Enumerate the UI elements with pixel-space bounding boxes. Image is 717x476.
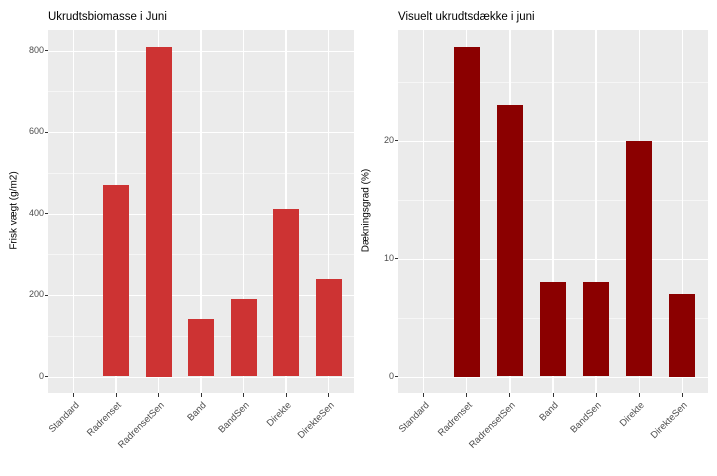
y-tick-label: 10 — [383, 252, 394, 263]
y-tick-mark — [44, 50, 48, 52]
gridline-vertical — [242, 30, 245, 393]
bar-RadrensetSen — [496, 105, 523, 377]
y-tick-label: 800 — [28, 44, 44, 55]
x-tick-mark — [243, 393, 244, 397]
bar-Direkte — [626, 140, 653, 377]
bar-BandSen — [583, 282, 610, 377]
gridline-vertical — [552, 30, 554, 393]
gridline-vertical — [423, 30, 425, 393]
plot-panel-biomass — [48, 30, 354, 393]
x-tick-mark — [595, 393, 597, 397]
y-tick-label: 20 — [383, 134, 394, 145]
x-tick-mark — [200, 393, 202, 397]
x-tick-label: Standard — [46, 400, 82, 436]
bar-BandSen — [230, 299, 257, 377]
bar-Band — [188, 319, 214, 377]
y-tick-mark — [44, 376, 48, 377]
gridline-vertical — [681, 30, 683, 393]
y-tick-mark — [394, 258, 398, 260]
x-tick-mark — [73, 393, 74, 397]
x-tick-mark — [328, 393, 329, 397]
y-tick-label: 600 — [28, 126, 44, 137]
chart-title-biomass: Ukrudtsbiomasse i Juni — [48, 11, 167, 23]
y-tick-label: 0 — [388, 370, 394, 381]
gridline-vertical — [327, 30, 330, 393]
x-tick-mark — [466, 393, 468, 397]
y-tick-mark — [394, 376, 398, 377]
x-tick-mark — [509, 393, 511, 397]
y-tick-mark — [44, 294, 48, 296]
x-tick-mark — [423, 393, 425, 397]
bar-RadrensetSen — [145, 46, 172, 377]
y-tick-label: 200 — [28, 289, 44, 300]
gridline-vertical — [200, 30, 202, 393]
plot-panel-cover — [398, 30, 708, 393]
bar-Band — [540, 282, 566, 377]
y-tick-mark — [44, 131, 48, 133]
x-tick-mark — [285, 393, 287, 397]
y-tick-label: 400 — [28, 207, 44, 218]
bar-DirekteSen — [669, 294, 696, 377]
x-tick-mark — [638, 393, 640, 397]
x-tick-mark — [115, 393, 117, 397]
gridline-vertical — [72, 30, 75, 393]
bar-Radrenset — [453, 46, 480, 377]
x-tick-mark — [158, 393, 159, 397]
gridline-vertical — [595, 30, 597, 393]
chart-title-cover: Visuelt ukrudtsdække i juni — [398, 11, 535, 23]
y-tick-label: 0 — [38, 370, 44, 381]
bar-DirekteSen — [315, 278, 342, 377]
bar-Direkte — [273, 209, 299, 377]
x-tick-mark — [552, 393, 554, 397]
y-tick-mark — [394, 140, 398, 142]
bar-Radrenset — [103, 185, 129, 377]
y-tick-mark — [44, 213, 48, 215]
x-tick-mark — [681, 393, 683, 397]
